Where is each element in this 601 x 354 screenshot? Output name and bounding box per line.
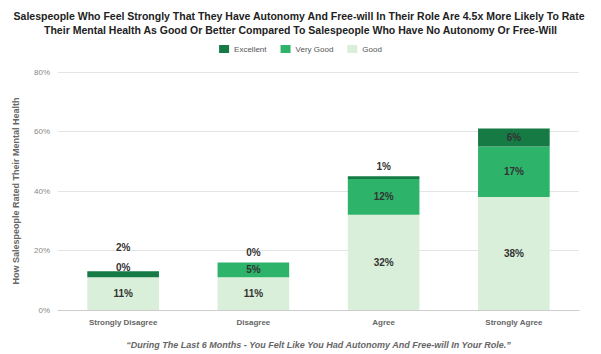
svg-text:11%: 11% xyxy=(113,288,133,299)
svg-text:1%: 1% xyxy=(376,161,391,172)
svg-text:Salespeople Who Feel Strongly: Salespeople Who Feel Strongly That They … xyxy=(14,10,588,22)
svg-text:38%: 38% xyxy=(504,248,524,259)
svg-text:Excellent: Excellent xyxy=(234,45,267,54)
svg-text:2%: 2% xyxy=(116,242,131,253)
svg-text:0%: 0% xyxy=(246,247,261,258)
svg-text:Very Good: Very Good xyxy=(296,45,334,54)
svg-text:60%: 60% xyxy=(34,127,50,136)
svg-text:17%: 17% xyxy=(504,166,524,177)
svg-text:Agree: Agree xyxy=(372,318,395,327)
svg-text:32%: 32% xyxy=(374,257,394,268)
svg-text:20%: 20% xyxy=(34,246,50,255)
svg-text:80%: 80% xyxy=(34,68,50,77)
svg-text:Good: Good xyxy=(362,45,382,54)
svg-text:Disagree: Disagree xyxy=(236,318,270,327)
svg-text:Strongly Agree: Strongly Agree xyxy=(485,318,543,327)
svg-text:40%: 40% xyxy=(34,187,50,196)
svg-text:Their Mental Health As Good Or: Their Mental Health As Good Or Better Co… xyxy=(44,24,557,36)
svg-text:6%: 6% xyxy=(507,132,522,143)
svg-text:12%: 12% xyxy=(374,191,394,202)
svg-text:0%: 0% xyxy=(116,262,131,273)
svg-text:5%: 5% xyxy=(246,264,261,275)
svg-text:Strongly Disagree: Strongly Disagree xyxy=(89,318,158,327)
svg-text:How Salespeople Rated Their Me: How Salespeople Rated Their Mental Healt… xyxy=(11,97,21,284)
svg-text:“During The Last 6 Months - Yo: “During The Last 6 Months - You Felt Lik… xyxy=(126,340,511,350)
svg-text:11%: 11% xyxy=(244,288,264,299)
svg-text:0%: 0% xyxy=(38,306,50,315)
